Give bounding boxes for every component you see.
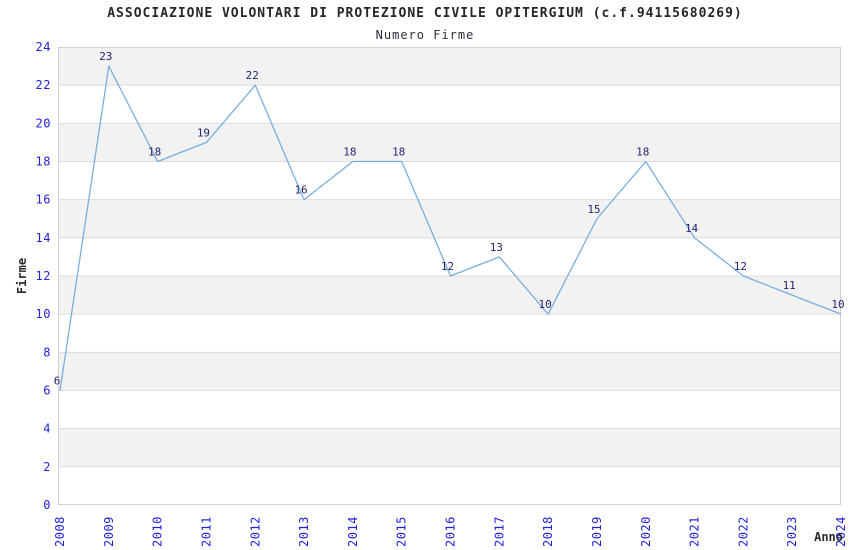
chart-subtitle: Numero Firme [375,28,475,42]
x-tick-label: 2010 [151,516,165,547]
x-tick-labels: 2008 2009 2010 2011 2012 2013 2014 2015 2016 2017… [53,516,848,547]
x-tick-label: 2016 [444,516,458,547]
plot-border [58,47,841,505]
y-tick-label: 2 [43,460,51,474]
x-tick-label: 2022 [736,516,750,547]
x-tick-label: 2009 [102,516,116,547]
y-tick-label: 16 [36,193,51,207]
x-tick-label: 2012 [248,516,262,547]
y-tick-label: 24 [36,40,51,54]
y-tick-label: 0 [43,498,51,512]
y-tick-label: 10 [36,307,51,321]
plot-band [58,123,841,162]
x-tick-label: 2013 [297,516,311,547]
point-label: 22 [246,69,259,82]
plot-band [58,199,841,238]
point-label: 12 [441,260,454,273]
x-tick-label: 2018 [541,516,555,547]
y-tick-label: 20 [36,116,51,130]
point-label: 13 [490,241,503,254]
point-label: 18 [392,146,405,159]
y-tick-label: 12 [36,269,51,283]
point-labels: 6 23 18 19 22 16 18 18 12 13 10 15 18 14 12 11 10 [54,50,845,387]
point-label: 19 [197,126,210,139]
x-tick-label: 2014 [346,516,360,547]
x-axis-title: Anno [814,530,843,544]
x-tick-label: 2024 [834,516,848,547]
x-tick-label: 2019 [590,516,604,547]
plot-band [58,466,841,505]
y-axis-title: Firme [15,258,29,294]
gridlines [58,84,841,468]
plot-band [58,237,841,276]
plot-band [58,161,841,200]
point-label: 18 [636,146,649,159]
y-tick-label: 14 [36,231,51,245]
x-tick-label: 2017 [492,516,506,547]
x-tick-label: 2008 [53,516,67,547]
point-label: 18 [343,146,356,159]
point-label: 10 [539,298,552,311]
point-label: 6 [54,375,61,388]
plot-band [58,47,841,86]
x-tick-label: 2015 [395,516,409,547]
plot-band [58,85,841,124]
y-tick-label: 4 [43,422,51,436]
y-tick-label: 22 [36,78,51,92]
plot-band [58,276,841,315]
y-tick-label: 8 [43,345,51,359]
point-label: 16 [294,184,307,197]
y-tick-label: 18 [36,155,51,169]
y-tick-label: 6 [43,384,51,398]
point-label: 23 [99,50,112,63]
point-label: 18 [148,146,161,159]
plot-band [58,314,841,353]
x-tick-label: 2021 [688,516,702,547]
plot-band [58,352,841,391]
plot-band [58,428,841,467]
chart-title: ASSOCIAZIONE VOLONTARI DI PROTEZIONE CIV… [107,6,743,21]
x-tick-label: 2020 [639,516,653,547]
point-label: 12 [734,260,747,273]
plot-band [58,390,841,429]
x-tick-label: 2011 [199,516,213,547]
point-label: 15 [587,203,600,216]
series-line [59,65,842,391]
point-label: 11 [783,279,796,292]
x-tick-label: 2023 [785,516,799,547]
point-label: 10 [831,298,844,311]
plot-bands [58,47,841,505]
point-label: 14 [685,222,699,235]
